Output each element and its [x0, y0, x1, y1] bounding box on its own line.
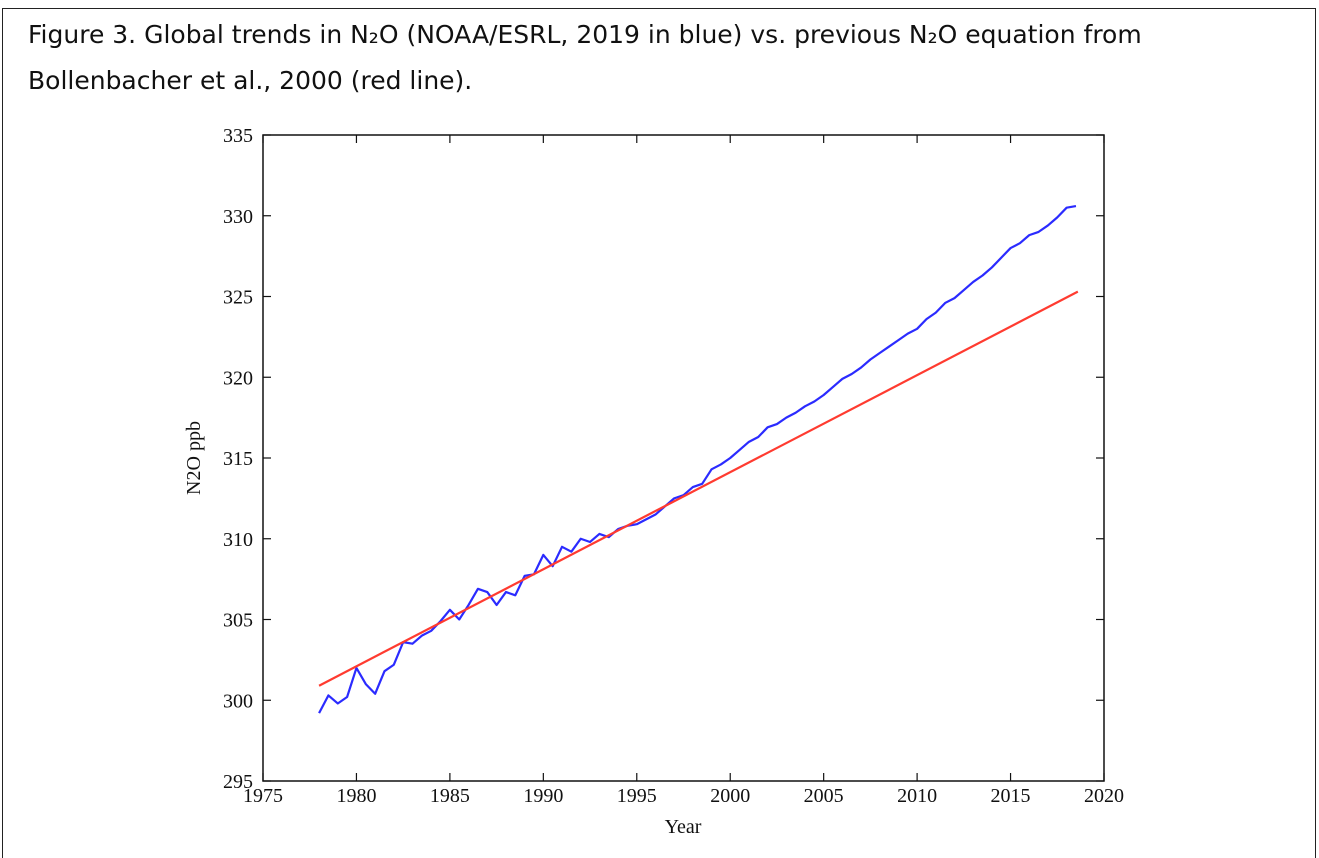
x-tick-label: 1985 — [430, 785, 470, 807]
y-tick-label: 315 — [223, 448, 253, 470]
y-tick-label: 305 — [223, 610, 253, 632]
x-tick-label: 1980 — [336, 785, 376, 807]
figure-frame — [2, 8, 1316, 858]
plot-frame — [262, 134, 1105, 782]
y-tick-label: 320 — [223, 367, 253, 389]
x-tick-label: 2000 — [710, 785, 750, 807]
x-tick-label: 2015 — [991, 785, 1031, 807]
x-tick-label: 1975 — [243, 785, 283, 807]
y-tick-label: 295 — [223, 771, 253, 793]
y-tick-label: 310 — [223, 529, 253, 551]
x-tick-label: 1990 — [523, 785, 563, 807]
y-tick-label: 335 — [223, 125, 253, 147]
y-tick-label: 325 — [223, 287, 253, 309]
y-tick-label: 300 — [223, 690, 253, 712]
x-tick-label: 1995 — [617, 785, 657, 807]
x-tick-label: 2010 — [897, 785, 937, 807]
line-series — [318, 290, 1079, 687]
y-tick-label: 330 — [223, 206, 253, 228]
caption-line: Figure 3. Global trends in N₂O (NOAA/ESR… — [28, 20, 1142, 49]
x-tick-label: 2005 — [804, 785, 844, 807]
y-axis-label: N2O ppb — [183, 421, 205, 495]
x-axis-label: Year — [665, 816, 702, 838]
line-series — [318, 204, 1077, 714]
x-tick-label: 2020 — [1084, 785, 1124, 807]
caption-line: Bollenbacher et al., 2000 (red line). — [28, 66, 473, 95]
